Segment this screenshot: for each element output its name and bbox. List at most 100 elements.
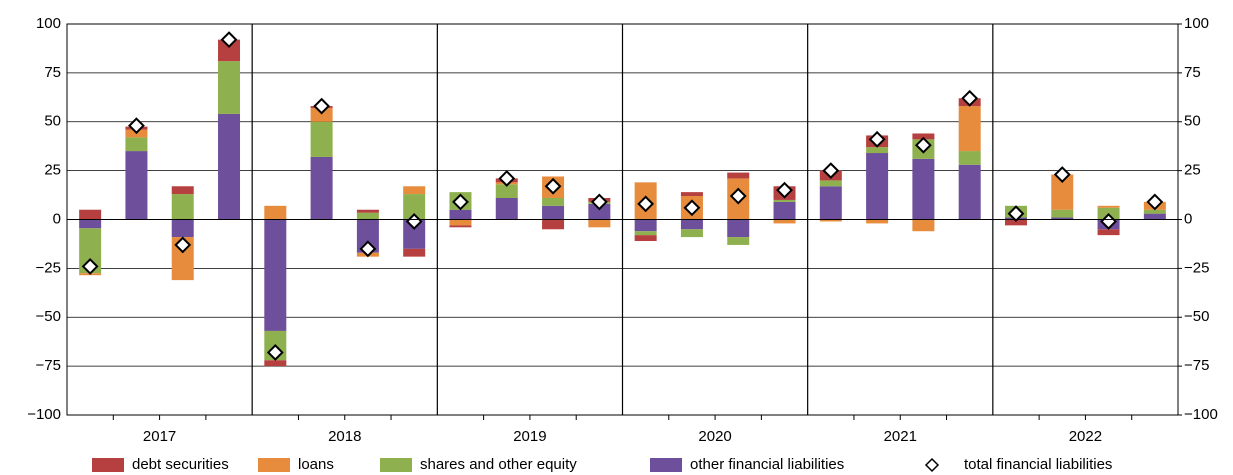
bar-segment	[495, 197, 518, 220]
total-marker	[637, 195, 655, 213]
total-marker	[729, 187, 747, 205]
bar-segment	[819, 180, 842, 187]
bar-segment	[171, 237, 194, 281]
y-tick-label: 75	[44, 64, 61, 81]
total-marker	[1146, 193, 1164, 211]
legend-label: other financial liabilities	[690, 456, 844, 473]
total-marker	[81, 258, 99, 275]
bar-segment	[680, 229, 703, 238]
legend-marker	[924, 457, 940, 473]
bar-segment	[958, 151, 981, 165]
y2-tick-label: −50	[1184, 308, 1209, 325]
total-marker	[220, 31, 238, 49]
y-tick-label: −75	[36, 357, 61, 374]
total-marker	[961, 89, 979, 107]
bar-segment	[79, 209, 102, 220]
bar-segment	[218, 113, 241, 220]
total-marker	[1007, 205, 1025, 223]
bar-segment	[1143, 209, 1166, 214]
legend-label: total financial liabilities	[964, 456, 1112, 473]
total-marker	[359, 240, 377, 258]
x-group-label: 2021	[884, 428, 917, 445]
y-tick-label: 25	[44, 162, 61, 179]
bar-segment	[356, 219, 379, 253]
bar-segment	[218, 39, 241, 62]
total-marker	[313, 97, 331, 115]
bar-segment	[680, 192, 703, 197]
bar-segment	[1051, 174, 1074, 210]
bar-segment	[1051, 209, 1074, 218]
bar-segment	[449, 219, 472, 226]
total-marker	[544, 177, 562, 195]
total-marker	[174, 236, 192, 254]
bar-segment	[403, 219, 426, 249]
legend-label: debt securities	[132, 456, 229, 473]
bar-segment	[542, 205, 565, 220]
x-group-label: 2017	[143, 428, 176, 445]
bar-segment	[773, 199, 796, 202]
y2-tick-label: 0	[1184, 210, 1192, 227]
y-tick-label: 50	[44, 113, 61, 130]
total-marker	[683, 199, 701, 217]
bar-segment	[1143, 213, 1166, 220]
bar-segment	[171, 186, 194, 195]
bar-segment	[634, 219, 657, 232]
bar-segment	[634, 231, 657, 236]
bar-segment	[79, 219, 102, 229]
bar-segment	[403, 248, 426, 257]
bar-segment	[356, 212, 379, 220]
bar-segment	[866, 147, 889, 154]
bar-segment	[773, 201, 796, 220]
bar-segment	[1097, 229, 1120, 236]
y-tick-label: −50	[36, 308, 61, 325]
y2-tick-label: 100	[1184, 15, 1209, 32]
total-marker	[452, 193, 469, 211]
y2-tick-label: −25	[1184, 259, 1209, 276]
y-tick-label: −25	[36, 259, 61, 276]
y2-tick-label: −100	[1184, 406, 1218, 423]
bar-segment	[819, 219, 842, 222]
bar-segment	[171, 219, 194, 238]
bar-segment	[356, 209, 379, 213]
bar-segment	[727, 219, 750, 238]
legend-label: shares and other equity	[420, 456, 577, 473]
bar-segment	[588, 219, 611, 228]
bar-segment	[727, 237, 750, 245]
total-marker	[590, 193, 608, 211]
bar-segment	[958, 106, 981, 152]
bar-segment	[819, 186, 842, 220]
bar-segment	[449, 209, 472, 220]
bar-segment	[79, 228, 102, 274]
x-group-label: 2019	[513, 428, 546, 445]
bar-segment	[218, 61, 241, 114]
bar-segment	[588, 203, 611, 220]
bar-segment	[403, 194, 426, 220]
bar-segment	[403, 186, 426, 195]
bar-segment	[264, 205, 287, 220]
total-marker	[1053, 166, 1071, 183]
bar-segment	[866, 219, 889, 224]
bar-segment	[680, 219, 703, 230]
bar-segment	[310, 121, 333, 157]
bar-segment	[634, 235, 657, 242]
bar-segment	[171, 194, 194, 220]
bar-segment	[912, 158, 935, 220]
bar-segment	[958, 164, 981, 220]
y-tick-label: 0	[53, 210, 61, 227]
y2-tick-label: 75	[1184, 64, 1201, 81]
bar-segment	[125, 137, 148, 152]
total-marker	[822, 162, 840, 180]
x-group-label: 2018	[328, 428, 361, 445]
legend-swatch	[258, 458, 290, 472]
legend-swatch	[92, 458, 124, 472]
plot-frame	[66, 23, 1179, 416]
y2-tick-label: −75	[1184, 357, 1209, 374]
bar-segment	[773, 219, 796, 224]
bar-segment	[310, 108, 333, 122]
bar-segment	[264, 219, 287, 331]
bar-segment	[542, 219, 565, 230]
total-marker	[776, 181, 793, 199]
bar-segment	[912, 133, 935, 140]
bar-segment	[727, 172, 750, 179]
